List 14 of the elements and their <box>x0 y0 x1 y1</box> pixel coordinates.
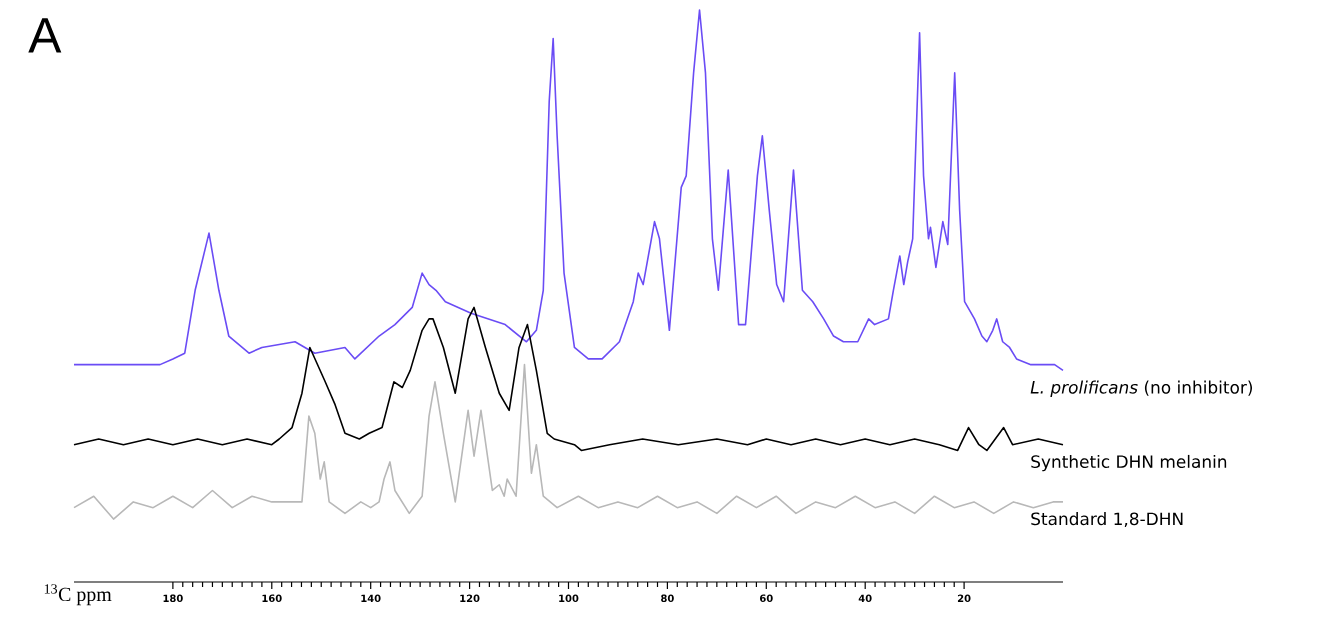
x-axis-title: $^{13}$C ppm <box>44 584 112 606</box>
x-tick-label: 100 <box>559 594 579 603</box>
x-tick-label: 60 <box>759 594 773 603</box>
x-tick-label: 180 <box>163 594 183 603</box>
x-tick-label: 80 <box>661 594 674 603</box>
x-tick-label: 140 <box>361 594 381 603</box>
series-label: L. prolificans (no inhibitor) <box>1030 380 1253 397</box>
series-label: Standard 1,8-DHN <box>1031 512 1183 527</box>
series-label: Synthetic DHN melanin <box>1031 454 1227 472</box>
text: A <box>28 18 62 53</box>
x-tick-label: 120 <box>460 594 480 603</box>
x-tick-label: 160 <box>262 594 282 603</box>
x-tick-label: 20 <box>957 594 971 603</box>
x-tick-label: 40 <box>858 594 872 603</box>
